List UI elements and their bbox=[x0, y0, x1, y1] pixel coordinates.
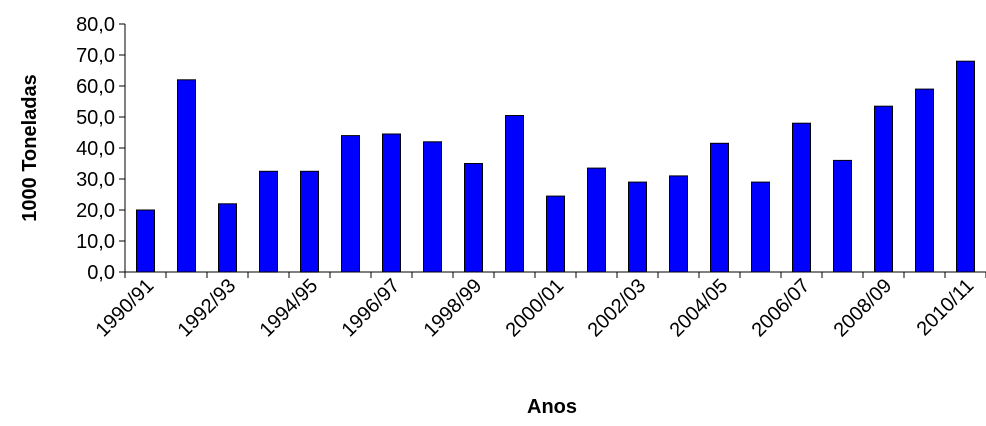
bar-2002/03 bbox=[628, 181, 647, 273]
x-tick-label: 2010/11 bbox=[913, 275, 979, 341]
x-axis-title: Anos bbox=[527, 396, 577, 418]
y-tick-label: 0,0 bbox=[87, 262, 115, 284]
bar-1997/98 bbox=[423, 141, 442, 273]
y-ticks-group: 0,0 10,0 20,0 30,0 40,0 50,0 60,0 70,0 80,0 bbox=[76, 14, 125, 284]
bar-2003/04 bbox=[669, 175, 688, 273]
x-tick-label: 2002/03 bbox=[584, 275, 651, 342]
y-axis-title: 1000 Toneladas bbox=[19, 74, 41, 221]
x-tick-label: 2006/07 bbox=[748, 275, 815, 342]
y-tick-label: 80,0 bbox=[76, 14, 115, 36]
bar-2004/05 bbox=[710, 142, 729, 273]
bar-2000/01 bbox=[546, 195, 565, 273]
bar-1996/97 bbox=[382, 133, 401, 273]
y-tick-label: 40,0 bbox=[76, 138, 115, 160]
bar-2001/02 bbox=[587, 167, 606, 273]
x-tick-label: 1990/91 bbox=[92, 275, 159, 342]
bar-2007/08 bbox=[833, 159, 852, 273]
bar-1998/99 bbox=[464, 163, 483, 273]
x-tick-label: 1996/97 bbox=[338, 275, 405, 342]
y-tick-label: 20,0 bbox=[76, 200, 115, 222]
bar-2009/10 bbox=[915, 88, 934, 273]
y-tick-label: 30,0 bbox=[76, 169, 115, 191]
bar-1995/96 bbox=[341, 135, 360, 273]
bar-2005/06 bbox=[751, 181, 770, 273]
bar-2006/07 bbox=[792, 122, 811, 273]
y-tick-label: 50,0 bbox=[76, 107, 115, 129]
bar-1994/95 bbox=[300, 170, 319, 273]
x-tick-label: 2008/09 bbox=[830, 275, 897, 342]
bar-1999/00 bbox=[505, 115, 524, 273]
x-tick-label: 1994/95 bbox=[256, 275, 323, 342]
bars-group bbox=[136, 60, 975, 273]
y-tick-label: 60,0 bbox=[76, 76, 115, 98]
bar-1991/92 bbox=[177, 79, 196, 273]
x-tick-label: 2000/01 bbox=[502, 275, 569, 342]
x-tick-label: 2004/05 bbox=[666, 275, 733, 342]
bar-1990/91 bbox=[136, 209, 155, 273]
x-tick-label: 1998/99 bbox=[420, 275, 487, 342]
y-tick-label: 10,0 bbox=[76, 231, 115, 253]
bar-2008/09 bbox=[874, 105, 893, 273]
y-tick-label: 70,0 bbox=[76, 45, 115, 67]
x-tick-label: 1992/93 bbox=[174, 275, 241, 342]
x-ticks-group: 1990/91 1992/93 1994/95 1996/97 1998/99 2000/… bbox=[92, 272, 986, 341]
bar-1992/93 bbox=[218, 203, 237, 273]
bar-1993/94 bbox=[259, 170, 278, 273]
bar-2010/11 bbox=[956, 60, 975, 273]
